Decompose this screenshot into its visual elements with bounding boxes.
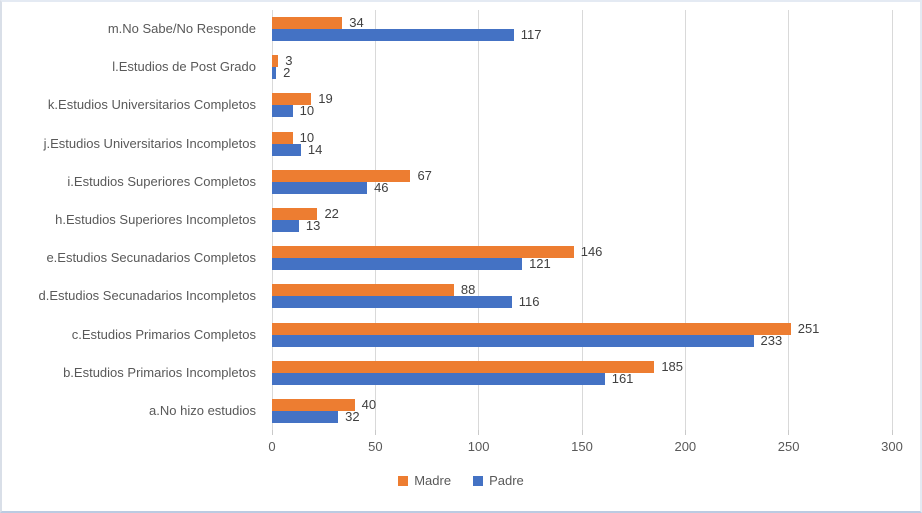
data-label-padre: 161: [611, 370, 634, 386]
data-label-padre: 13: [305, 218, 321, 233]
gridline: [374, 10, 376, 430]
bar-madre: [272, 284, 454, 297]
category-label: a.No hizo estudios: [149, 402, 256, 418]
data-label-padre: 233: [760, 332, 783, 348]
x-tick-label: 50: [368, 439, 383, 454]
bar-padre: [272, 410, 339, 423]
bar-madre: [272, 169, 411, 182]
gridline: [684, 10, 686, 430]
category-label: c.Estudios Primarios Completos: [71, 326, 256, 342]
bar-madre: [272, 208, 318, 220]
category-label: h.Estudios Superiores Incompletos: [55, 212, 256, 227]
category-label: m.No Sabe/No Responde: [107, 21, 256, 37]
axis-tick: [478, 430, 480, 435]
category-axis: m.No Sabe/No Responde l.Estudios de Post …: [2, 10, 264, 430]
category-label: l.Estudios de Post Grado: [112, 59, 256, 75]
x-tick-label: 150: [571, 439, 593, 454]
axis-tick: [374, 430, 376, 435]
bar-madre: [272, 322, 791, 335]
axis-tick: [271, 430, 273, 435]
data-label-padre: 2: [283, 65, 291, 81]
bar-padre: [272, 29, 514, 42]
data-label-madre: 22: [324, 206, 339, 221]
data-label-padre: 32: [345, 408, 360, 424]
category-label: j.Estudios Universitarios Incompletos: [43, 135, 256, 151]
legend: Madre Padre: [2, 474, 920, 488]
category-label: b.Estudios Primarios Incompletos: [63, 364, 256, 380]
legend-swatch-madre: [398, 476, 409, 486]
bar-madre: [272, 246, 574, 259]
bar-madre: [272, 131, 293, 144]
bar-madre: [272, 398, 355, 411]
data-label-madre: 40: [361, 396, 377, 412]
x-tick-label: 300: [881, 439, 903, 454]
data-label-madre: 146: [580, 244, 603, 260]
category-label: k.Estudios Universitarios Completos: [47, 97, 256, 113]
bar-padre: [272, 181, 368, 194]
bar-padre: [272, 143, 301, 156]
category-label: i.Estudios Superiores Completos: [67, 173, 256, 189]
x-tick-label: 200: [674, 439, 697, 454]
axis-tick: [684, 430, 686, 435]
data-label-padre: 10: [299, 103, 315, 119]
x-tick-label: 0: [268, 439, 276, 454]
bar-padre: [272, 67, 277, 80]
axis-tick: [891, 430, 893, 435]
axis-tick: [581, 430, 583, 435]
bar-madre: [272, 93, 312, 106]
legend-label-padre: Padre: [489, 473, 524, 488]
x-tick-label: 250: [777, 439, 800, 454]
data-label-padre: 14: [307, 141, 323, 157]
gridline: [581, 10, 583, 430]
value-axis: 0 50 100 150 200 250 300: [268, 439, 902, 455]
data-label-madre: 88: [460, 282, 476, 298]
bar-padre: [272, 372, 605, 385]
legend-item-padre: Padre: [473, 474, 524, 488]
legend-swatch-padre: [473, 476, 484, 486]
bar-padre: [272, 220, 299, 232]
gridline: [891, 10, 893, 430]
bar-padre: [272, 296, 512, 309]
data-label-padre: 46: [374, 179, 389, 195]
data-label-madre: 67: [417, 167, 432, 183]
gridline: [478, 10, 480, 430]
data-label-madre: 185: [661, 358, 684, 374]
x-tick-label: 100: [467, 439, 490, 454]
bar-padre: [272, 258, 523, 271]
data-label-madre: 3: [285, 53, 293, 69]
gridline: [788, 10, 790, 430]
legend-label-madre: Madre: [414, 473, 452, 488]
bar-padre: [272, 334, 754, 347]
bar-madre: [272, 360, 655, 373]
category-label: e.Estudios Secunadarios Completos: [46, 250, 256, 266]
data-label-padre: 121: [529, 256, 551, 272]
bar-madre: [272, 17, 343, 30]
legend-item-madre: Madre: [398, 474, 451, 488]
data-label-padre: 117: [520, 27, 542, 43]
data-label-madre: 34: [349, 15, 364, 31]
category-label: d.Estudios Secunadarios Incompletos: [38, 288, 256, 304]
axis-tick: [788, 430, 790, 435]
bar-madre: [272, 55, 279, 68]
bar-padre: [272, 105, 293, 118]
data-label-madre: 19: [318, 91, 333, 107]
data-label-padre: 116: [518, 294, 540, 310]
plot-area: 34 117 3 2 19 10 10 14 67 46 22 13 146 121 88 116 251 233…: [271, 10, 893, 435]
data-label-madre: 251: [797, 320, 820, 336]
data-label-madre: 10: [299, 129, 315, 145]
